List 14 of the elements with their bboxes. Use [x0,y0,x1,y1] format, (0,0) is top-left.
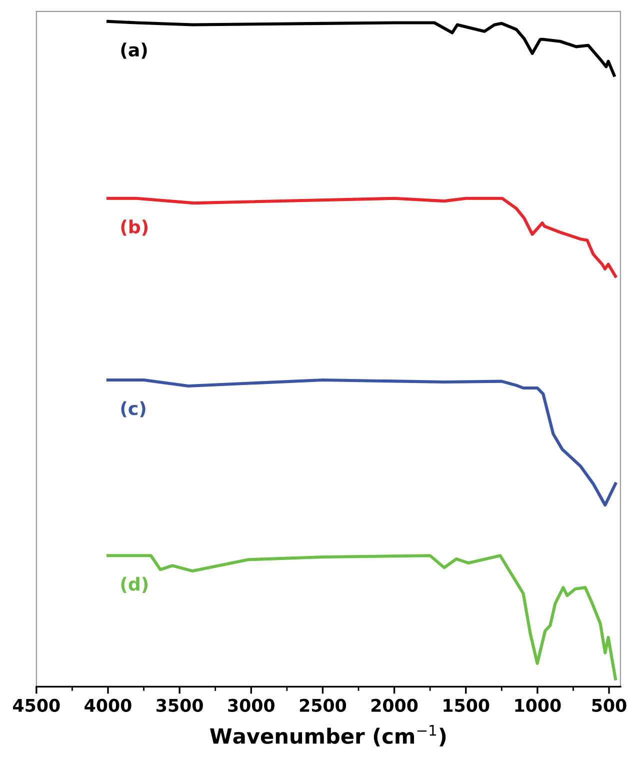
x-tick-label: 1000 [515,698,561,712]
x-tick-label: 3500 [156,698,203,712]
x-tick-label: 1500 [444,698,490,712]
series-label: (b) [121,220,148,236]
series-label: (c) [121,401,146,418]
x-tick-label: 4500 [13,698,60,712]
x-tick-label: 500 [592,698,626,712]
x-tick-label: 4000 [84,698,132,712]
x-tick-label: 2500 [300,698,346,712]
series-label: (d) [121,576,148,593]
x-tick-label: 3000 [228,698,274,712]
series-label: (a) [121,42,147,59]
x-axis-title: Wavenumber (cm$^{−1}$) [210,725,446,746]
x-tick-label: 2000 [372,698,418,712]
